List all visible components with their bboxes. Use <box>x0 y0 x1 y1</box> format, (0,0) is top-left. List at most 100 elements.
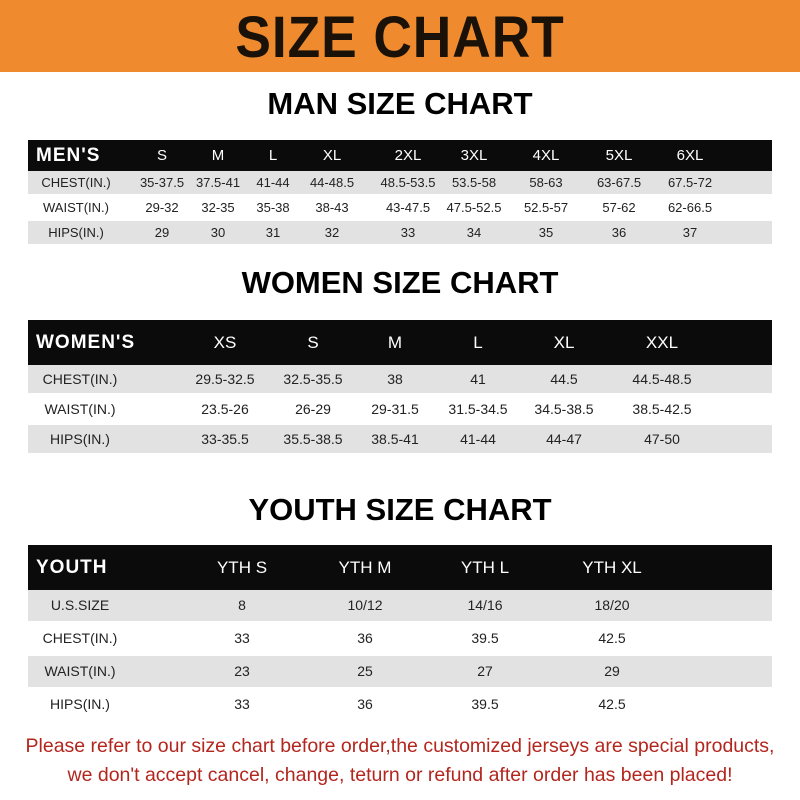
youth-table-header: YOUTH YTH S YTH M YTH L YTH XL <box>28 545 772 590</box>
table-row: HIPS(IN.) 33 36 39.5 42.5 <box>28 689 772 720</box>
table-cell: 30 <box>210 225 226 240</box>
column-header: XL <box>553 333 575 352</box>
header-banner: SIZE CHART <box>0 0 800 72</box>
table-cell: 31.5-34.5 <box>448 401 508 417</box>
table-cell: 32.5-35.5 <box>283 371 343 387</box>
table-cell: 27 <box>477 663 493 679</box>
table-cell: 18/20 <box>594 597 630 613</box>
column-header: 5XL <box>605 147 633 164</box>
table-cell: 47.5-52.5 <box>446 200 502 215</box>
column-header: M <box>387 333 403 352</box>
table-cell: 36 <box>357 696 373 712</box>
table-row: WAIST(IN.) 23.5-26 26-29 29-31.5 31.5-34.5 34… <box>28 395 772 423</box>
table-cell: 38.5-42.5 <box>632 401 692 417</box>
row-label: WAIST(IN.) <box>43 200 109 215</box>
table-cell: 26-29 <box>295 401 331 417</box>
table-cell: 43-47.5 <box>385 200 431 215</box>
table-cell: 41 <box>470 371 486 387</box>
table-cell: 38.5-41 <box>371 431 419 447</box>
column-header: 6XL <box>676 147 704 164</box>
table-cell: 39.5 <box>471 696 499 712</box>
table-cell: 33 <box>234 696 250 712</box>
table-cell: 29 <box>604 663 620 679</box>
table-cell: 32 <box>324 225 340 240</box>
table-cell: 29-31.5 <box>371 401 419 417</box>
column-header: XL <box>322 147 342 164</box>
footer-notice-line-2: we don't accept cancel, change, teturn o… <box>67 764 733 786</box>
table-cell: 8 <box>238 597 246 613</box>
table-row: WAIST(IN.) 23 25 27 29 <box>28 656 772 687</box>
table-cell: 58-63 <box>529 175 563 190</box>
table-cell: 44-47 <box>546 431 582 447</box>
table-cell: 38-43 <box>315 200 349 215</box>
table-cell: 44-48.5 <box>309 175 355 190</box>
row-label: CHEST(IN.) <box>42 371 118 387</box>
table-cell: 29-32 <box>145 200 179 215</box>
table-cell: 37 <box>682 225 698 240</box>
row-label: CHEST(IN.) <box>42 630 118 646</box>
table-cell: 52.5-57 <box>523 200 569 215</box>
column-header: L <box>473 333 483 352</box>
table-cell: 35-38 <box>256 200 290 215</box>
table-cell: 32-35 <box>201 200 235 215</box>
column-header: 4XL <box>532 147 560 164</box>
column-header: L <box>268 147 278 164</box>
table-row: U.S.SIZE 8 10/12 14/16 18/20 <box>28 590 772 621</box>
table-row: CHEST(IN.) 29.5-32.5 32.5-35.5 38 41 44.5 44.5… <box>28 365 772 393</box>
table-cell: 42.5 <box>598 696 626 712</box>
youth-section-title: YOUTH SIZE CHART <box>248 492 552 527</box>
table-cell: 25 <box>357 663 373 679</box>
table-cell: 47-50 <box>644 431 680 447</box>
page-title: SIZE CHART <box>235 5 565 70</box>
table-cell: 36 <box>357 630 373 646</box>
table-cell: 35.5-38.5 <box>283 431 343 447</box>
column-header: S <box>307 333 319 352</box>
table-title-cell: YOUTH <box>36 557 108 578</box>
row-label: HIPS(IN.) <box>50 696 110 712</box>
table-cell: 62-66.5 <box>667 200 713 215</box>
table-cell: 33 <box>234 630 250 646</box>
column-header: YTH L <box>460 558 510 577</box>
table-cell: 57-62 <box>602 200 636 215</box>
table-row: WAIST(IN.) 29-32 32-35 35-38 38-43 43-47.5 47.… <box>28 196 772 219</box>
table-row: CHEST(IN.) 33 36 39.5 42.5 <box>28 623 772 654</box>
row-label: CHEST(IN.) <box>41 175 111 190</box>
column-header: S <box>156 147 168 164</box>
table-cell: 34.5-38.5 <box>534 401 594 417</box>
table-cell: 23.5-26 <box>201 401 249 417</box>
footer-notice-line-1: Please refer to our size chart before or… <box>25 735 775 757</box>
table-cell: 33-35.5 <box>201 431 249 447</box>
table-cell: 31 <box>265 225 281 240</box>
table-cell: 41-44 <box>256 175 290 190</box>
table-cell: 39.5 <box>471 630 499 646</box>
table-title-cell: WOMEN'S <box>36 332 136 353</box>
table-cell: 14/16 <box>467 597 503 613</box>
column-header: 3XL <box>460 147 488 164</box>
table-cell: 33 <box>400 225 416 240</box>
table-cell: 44.5 <box>550 371 578 387</box>
table-cell: 10/12 <box>347 597 383 613</box>
table-cell: 63-67.5 <box>596 175 642 190</box>
column-header: M <box>211 147 225 164</box>
table-cell: 35-37.5 <box>139 175 185 190</box>
column-header: XS <box>213 333 237 352</box>
row-label: WAIST(IN.) <box>44 663 116 679</box>
table-cell: 48.5-53.5 <box>380 175 436 190</box>
row-label: WAIST(IN.) <box>44 401 116 417</box>
table-cell: 35 <box>538 225 554 240</box>
men-section-title: MAN SIZE CHART <box>267 86 533 121</box>
table-cell: 29 <box>154 225 170 240</box>
column-header: XXL <box>645 333 679 352</box>
table-cell: 38 <box>387 371 403 387</box>
table-row: HIPS(IN.) 29 30 31 32 33 34 35 36 37 <box>28 221 772 244</box>
column-header: YTH XL <box>582 558 642 577</box>
table-cell: 23 <box>234 663 250 679</box>
column-header: YTH M <box>338 558 392 577</box>
column-header: YTH S <box>216 558 268 577</box>
row-label: HIPS(IN.) <box>50 431 110 447</box>
row-label: HIPS(IN.) <box>48 225 104 240</box>
women-section-title: WOMEN SIZE CHART <box>241 265 559 300</box>
men-table-header: MEN'S S M L XL 2XL 3XL 4XL 5XL 6XL <box>28 140 772 171</box>
table-cell: 34 <box>466 225 482 240</box>
table-cell: 36 <box>611 225 627 240</box>
